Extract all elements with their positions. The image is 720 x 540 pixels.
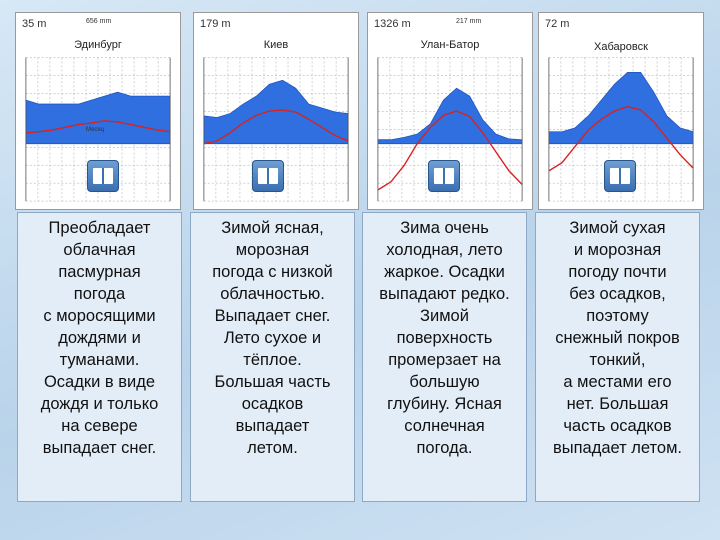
altitude-label: 1326 m <box>374 18 411 30</box>
climate-chart-khabarovsk: 72 m Хабаровск <box>538 12 704 210</box>
precipitation-area <box>203 79 349 145</box>
description-card-kyiv: Зимой ясная, морозная погода с низкой об… <box>190 212 355 502</box>
climate-chart-edinburgh: 35 m 656 mm Эдинбург Месяц <box>15 12 181 210</box>
climatogram-svg <box>377 57 523 202</box>
description-text: Зима очень холодная, лето жаркое. Осадки… <box>379 219 510 457</box>
book-icon[interactable] <box>428 160 460 192</box>
temperature-line <box>203 109 349 145</box>
altitude-label: 72 m <box>545 18 570 30</box>
city-name: Улан-Батор <box>420 39 480 51</box>
book-icon[interactable] <box>252 160 284 192</box>
description-card-ulaanbaatar: Зима очень холодная, лето жаркое. Осадки… <box>362 212 527 502</box>
description-text: Зимой ясная, морозная погода с низкой об… <box>212 219 333 457</box>
annual-precip-label: 217 mm <box>456 18 482 25</box>
climatogram-svg <box>25 57 171 202</box>
temperature-line <box>25 120 171 134</box>
climatogram-svg <box>203 57 349 202</box>
altitude-label: 35 m <box>22 18 47 30</box>
city-name: Хабаровск <box>594 41 648 53</box>
city-name: Киев <box>263 39 289 51</box>
book-icon[interactable] <box>87 160 119 192</box>
temperature-line <box>548 105 694 172</box>
precipitation-area <box>25 91 171 145</box>
temperature-line <box>377 110 523 191</box>
description-card-edinburgh: Преобладает облачная пасмурная погода с … <box>17 212 182 502</box>
annual-precip-label: 656 mm <box>86 18 112 25</box>
x-axis-label: Месяц <box>86 127 105 133</box>
altitude-label: 179 m <box>200 18 231 30</box>
precipitation-area <box>377 87 523 145</box>
description-text: Зимой сухая и морозная погоду почти без … <box>552 219 683 457</box>
precipitation-area <box>548 71 694 145</box>
city-name: Эдинбург <box>74 39 122 51</box>
book-icon[interactable] <box>604 160 636 192</box>
description-card-khabarovsk: Зимой сухая и морозная погоду почти без … <box>535 212 700 502</box>
description-text: Преобладает облачная пасмурная погода с … <box>40 219 159 457</box>
